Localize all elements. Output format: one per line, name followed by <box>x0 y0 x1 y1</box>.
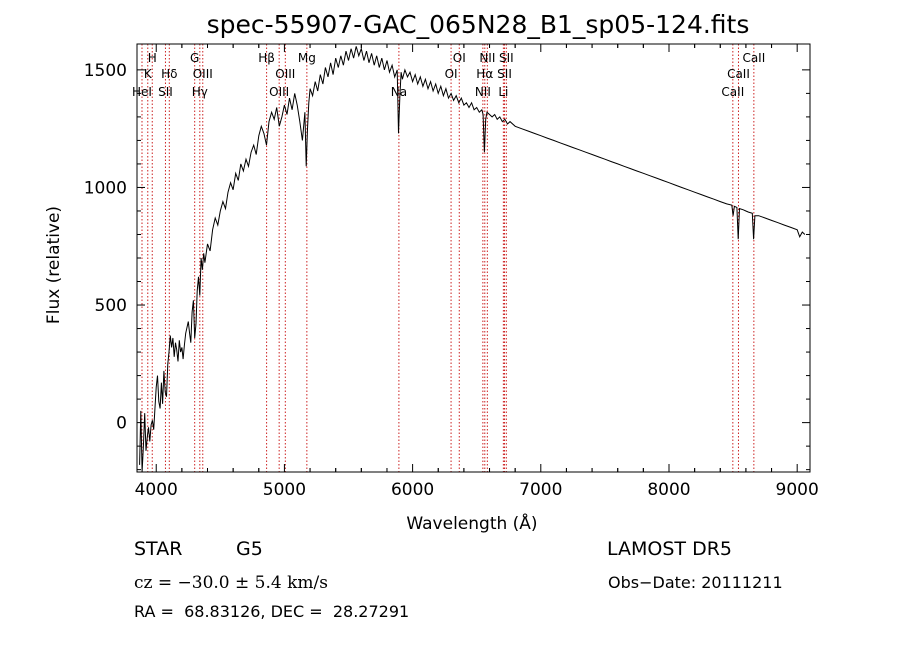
line-label-4102: Hδ <box>161 67 177 81</box>
line-label-8662: CaII <box>742 51 765 65</box>
spectrum-line <box>139 46 806 473</box>
line-label-5007: OIII <box>275 67 295 81</box>
line-label-8498: CaII <box>721 85 744 99</box>
x-tick-label-6000: 6000 <box>391 480 434 500</box>
line-label-6583: NII <box>479 51 495 65</box>
line-label-6717: SII <box>497 67 512 81</box>
line-label-5175: Mg <box>298 51 316 65</box>
line-label-6364: OI <box>453 51 466 65</box>
x-axis-ticks: 4000 5000 6000 7000 8000 9000 <box>135 44 819 500</box>
line-label-3934: K <box>144 67 153 81</box>
spectral-line-markers <box>141 44 755 472</box>
line-label-4861: Hβ <box>258 51 275 65</box>
x-axis-label: Wavelength (Å) <box>406 512 537 534</box>
observation-date: Obs−Date: 20111211 <box>608 573 783 592</box>
y-tick-label-1500: 1500 <box>84 61 127 81</box>
chart-title: spec-55907-GAC_065N28_B1_sp05-124.fits <box>207 10 750 39</box>
line-label-4300: G <box>190 51 199 65</box>
object-subclass: G5 <box>236 538 263 560</box>
survey-name: LAMOST DR5 <box>607 538 732 560</box>
line-label-4340: Hγ <box>192 85 208 99</box>
line-label-4959: OIII <box>269 85 289 99</box>
object-class: STAR <box>134 538 183 560</box>
line-label-8542: CaII <box>727 67 750 81</box>
y-axis-ticks: 0 500 1000 1500 <box>84 61 810 471</box>
redshift-velocity: cz = −30.0 ± 5.4 km/s <box>134 573 328 593</box>
x-tick-label-9000: 9000 <box>776 480 819 500</box>
line-label-3889: HeI <box>132 85 152 99</box>
x-tick-label-8000: 8000 <box>647 480 690 500</box>
line-label-6563: Hα <box>476 67 493 81</box>
line-label-6300: OI <box>445 67 458 81</box>
x-tick-label-7000: 7000 <box>519 480 562 500</box>
ra-dec-coordinates: RA = 68.83126, DEC = 28.27291 <box>134 602 410 621</box>
line-label-6708: Li <box>498 85 508 99</box>
line-label-4363: OIII <box>193 67 213 81</box>
x-tick-label-5000: 5000 <box>263 480 306 500</box>
line-label-5893: Na <box>391 85 407 99</box>
line-label-6548: NII <box>475 85 491 99</box>
spectral-line-labels: HeIKHSIIHδGHγOIIIHβOIIIOIIIMgNaOIOINIIHα… <box>132 51 765 99</box>
y-axis-label: Flux (relative) <box>44 206 64 324</box>
y-tick-label-500: 500 <box>95 296 127 316</box>
line-label-3969: H <box>148 51 157 65</box>
y-tick-label-1000: 1000 <box>84 178 127 198</box>
line-label-4072: SII <box>158 85 173 99</box>
line-label-6731: SII <box>499 51 514 65</box>
y-tick-label-0: 0 <box>116 414 127 434</box>
x-tick-label-4000: 4000 <box>135 480 178 500</box>
